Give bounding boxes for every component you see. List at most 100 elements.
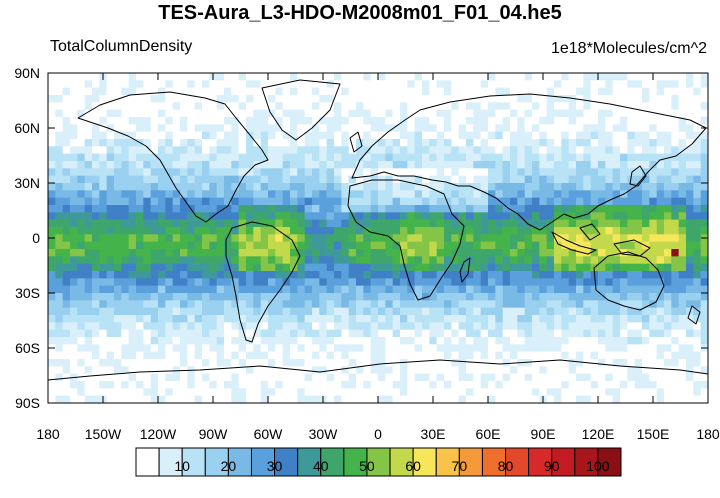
heatmap-cell xyxy=(158,219,166,228)
heatmap-cell xyxy=(70,307,78,316)
heatmap-cell xyxy=(231,315,239,323)
heatmap-cell xyxy=(165,263,173,272)
heatmap-cell xyxy=(187,117,195,125)
heatmap-cell xyxy=(297,344,305,352)
lon-tick-label: 120E xyxy=(581,426,615,442)
heatmap-cell xyxy=(77,87,85,96)
heatmap-cell xyxy=(693,131,701,140)
heatmap-cell xyxy=(627,263,635,272)
heatmap-cell xyxy=(216,263,225,272)
heatmap-cell xyxy=(348,73,357,81)
heatmap-cell xyxy=(84,87,93,96)
heatmap-cell xyxy=(385,234,393,242)
heatmap-cell xyxy=(422,168,430,176)
heatmap-cell xyxy=(554,300,562,308)
heatmap-cell xyxy=(678,344,687,352)
heatmap-cell xyxy=(194,124,203,132)
heatmap-cell xyxy=(224,95,232,103)
heatmap-cell xyxy=(436,344,445,352)
heatmap-cell xyxy=(598,219,606,228)
heatmap-cell xyxy=(576,80,584,88)
heatmap-cell xyxy=(253,395,261,404)
heatmap-cell xyxy=(539,315,547,323)
heatmap-cell xyxy=(444,373,452,382)
heatmap-cell xyxy=(554,80,562,88)
heatmap-cell xyxy=(121,359,129,367)
heatmap-cell xyxy=(202,293,210,301)
heatmap-cell xyxy=(290,359,298,367)
heatmap-cell xyxy=(224,161,232,169)
heatmap-cell xyxy=(590,212,599,220)
heatmap-cell xyxy=(605,190,613,198)
heatmap-cell xyxy=(436,315,445,323)
heatmap-cell xyxy=(356,337,364,345)
heatmap-cell xyxy=(656,322,665,330)
heatmap-cell xyxy=(121,205,129,213)
heatmap-cell xyxy=(627,395,635,404)
heatmap-cell xyxy=(70,359,78,367)
heatmap-cell xyxy=(693,146,701,154)
heatmap-cell xyxy=(590,344,599,352)
heatmap-cell xyxy=(209,249,217,257)
heatmap-cell xyxy=(590,285,599,294)
heatmap-cell xyxy=(348,117,357,125)
heatmap-cell xyxy=(304,344,313,352)
lon-tick-label: 60E xyxy=(475,426,501,442)
heatmap-cell xyxy=(385,168,393,176)
heatmap-cell xyxy=(414,139,423,147)
heatmap-cell xyxy=(451,161,459,169)
heatmap-cell xyxy=(363,337,371,345)
heatmap-cell xyxy=(568,256,577,264)
heatmap-cell xyxy=(473,293,481,301)
heatmap-cell xyxy=(385,183,393,191)
heatmap-cell xyxy=(598,256,606,264)
heatmap-cell xyxy=(480,109,489,118)
heatmap-cell xyxy=(686,80,694,88)
heatmap-cell xyxy=(99,197,107,206)
heatmap-cell xyxy=(77,249,85,257)
heatmap-cell xyxy=(671,388,679,396)
heatmap-cell xyxy=(363,300,371,308)
heatmap-cell xyxy=(238,256,247,264)
heatmap-cell xyxy=(466,102,474,110)
heatmap-cell xyxy=(114,175,122,184)
heatmap-cell xyxy=(649,249,657,257)
heatmap-cell xyxy=(693,249,701,257)
heatmap-cell xyxy=(290,337,298,345)
heatmap-cell xyxy=(121,183,129,191)
heatmap-cell xyxy=(216,183,225,191)
heatmap-cell xyxy=(378,146,386,154)
heatmap-cell xyxy=(172,373,181,382)
heatmap-cell xyxy=(466,249,474,257)
heatmap-cell xyxy=(334,388,342,396)
heatmap-cell xyxy=(649,344,657,352)
heatmap-cell xyxy=(253,263,261,272)
heatmap-cell xyxy=(136,73,144,81)
heatmap-cell xyxy=(510,234,518,242)
heatmap-cell xyxy=(524,278,533,286)
heatmap-cell xyxy=(656,337,665,345)
heatmap-cell xyxy=(554,373,562,382)
heatmap-cell xyxy=(605,87,613,96)
heatmap-cell xyxy=(297,337,305,345)
heatmap-cell xyxy=(99,87,107,96)
heatmap-cell xyxy=(620,168,628,176)
heatmap-cell xyxy=(451,388,459,396)
heatmap-cell xyxy=(48,388,56,396)
heatmap-cell xyxy=(77,329,85,338)
heatmap-cell xyxy=(495,87,503,96)
heatmap-cell xyxy=(268,256,276,264)
heatmap-cell xyxy=(99,153,107,162)
heatmap-cell xyxy=(620,102,628,110)
heatmap-cell xyxy=(451,271,459,279)
heatmap-cell xyxy=(436,153,445,162)
heatmap-cell xyxy=(392,373,401,382)
heatmap-cell xyxy=(546,329,555,338)
heatmap-cell xyxy=(546,102,555,110)
heatmap-cell xyxy=(246,256,254,264)
heatmap-cell xyxy=(627,131,635,140)
heatmap-cell xyxy=(546,373,555,382)
heatmap-cell xyxy=(488,87,496,96)
heatmap-cell xyxy=(55,337,63,345)
heatmap-cell xyxy=(576,322,584,330)
